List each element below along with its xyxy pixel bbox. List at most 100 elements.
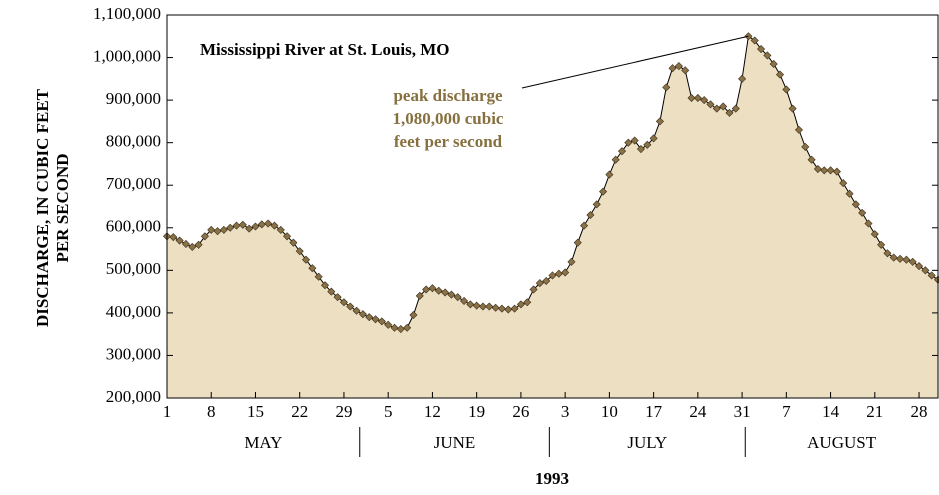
marker bbox=[320, 281, 330, 290]
marker bbox=[630, 136, 639, 145]
month-label: MAY bbox=[244, 433, 282, 452]
marker bbox=[896, 254, 905, 263]
marker bbox=[757, 45, 766, 54]
marker bbox=[738, 74, 747, 83]
marker bbox=[580, 221, 589, 230]
marker bbox=[700, 96, 709, 105]
marker bbox=[207, 225, 216, 234]
marker bbox=[725, 108, 734, 117]
y-tick-label: 400,000 bbox=[106, 302, 161, 321]
marker bbox=[485, 302, 494, 311]
marker bbox=[264, 219, 273, 228]
marker bbox=[864, 219, 873, 228]
y-tick-label: 700,000 bbox=[106, 174, 161, 193]
marker bbox=[257, 220, 266, 229]
marker bbox=[668, 64, 677, 73]
marker bbox=[858, 208, 867, 217]
x-tick-label: 21 bbox=[866, 402, 883, 421]
marker bbox=[921, 266, 930, 275]
x-tick-label: 31 bbox=[734, 402, 751, 421]
marker bbox=[377, 317, 386, 326]
x-tick-label: 10 bbox=[601, 402, 618, 421]
marker bbox=[302, 255, 311, 264]
marker bbox=[706, 100, 715, 109]
marker bbox=[529, 285, 538, 294]
annotation: 1,080,000 cubic bbox=[393, 109, 504, 128]
x-tick-label: 8 bbox=[207, 402, 216, 421]
marker bbox=[434, 286, 443, 295]
marker bbox=[365, 313, 374, 322]
marker bbox=[599, 187, 608, 196]
y-tick-label: 900,000 bbox=[106, 89, 161, 108]
marker bbox=[820, 166, 829, 175]
x-axis-label: 1993 bbox=[535, 469, 569, 488]
marker bbox=[510, 304, 519, 313]
marker bbox=[567, 257, 576, 266]
marker bbox=[851, 200, 860, 209]
month-label: AUGUST bbox=[807, 433, 877, 452]
marker bbox=[617, 147, 627, 156]
marker bbox=[870, 230, 879, 239]
marker bbox=[232, 221, 241, 230]
marker bbox=[662, 83, 671, 92]
marker bbox=[504, 305, 513, 314]
x-tick-label: 12 bbox=[424, 402, 441, 421]
marker bbox=[466, 300, 475, 309]
chart-title: Mississippi River at St. Louis, MO bbox=[200, 40, 450, 59]
y-tick-label: 500,000 bbox=[106, 259, 161, 278]
marker bbox=[927, 271, 936, 280]
marker bbox=[693, 93, 702, 103]
marker bbox=[346, 302, 355, 311]
x-tick-label: 14 bbox=[822, 402, 840, 421]
marker bbox=[188, 242, 197, 251]
marker bbox=[314, 272, 323, 281]
marker bbox=[731, 104, 740, 113]
y-axis-label: PER SECOND bbox=[53, 153, 72, 262]
y-tick-label: 1,100,000 bbox=[93, 4, 161, 23]
marker bbox=[769, 59, 778, 68]
marker bbox=[219, 225, 228, 234]
marker bbox=[763, 51, 772, 60]
marker bbox=[245, 224, 254, 233]
marker bbox=[251, 222, 260, 231]
x-tick-label: 15 bbox=[247, 402, 264, 421]
marker bbox=[573, 238, 582, 247]
marker bbox=[782, 85, 791, 94]
marker bbox=[535, 279, 544, 288]
marker bbox=[915, 262, 924, 271]
x-tick-label: 7 bbox=[782, 402, 791, 421]
marker bbox=[460, 296, 469, 305]
x-tick-label: 24 bbox=[689, 402, 707, 421]
marker bbox=[441, 288, 450, 297]
marker bbox=[813, 165, 822, 174]
marker bbox=[169, 233, 178, 242]
month-label: JUNE bbox=[434, 433, 476, 452]
x-tick-label: 26 bbox=[512, 402, 529, 421]
marker bbox=[801, 142, 810, 151]
marker bbox=[390, 323, 399, 332]
marker bbox=[270, 221, 279, 230]
marker bbox=[428, 284, 437, 293]
y-tick-label: 1,000,000 bbox=[93, 46, 161, 65]
marker bbox=[289, 238, 298, 247]
marker bbox=[712, 104, 721, 113]
marker bbox=[339, 298, 348, 307]
marker bbox=[775, 70, 785, 79]
x-tick-label: 3 bbox=[561, 402, 570, 421]
marker bbox=[447, 290, 456, 299]
marker bbox=[744, 32, 753, 41]
marker bbox=[877, 240, 886, 249]
marker bbox=[839, 179, 848, 188]
marker bbox=[750, 36, 759, 45]
marker bbox=[194, 240, 203, 249]
x-tick-label: 29 bbox=[335, 402, 352, 421]
marker bbox=[845, 189, 854, 198]
marker bbox=[295, 247, 304, 256]
y-tick-label: 200,000 bbox=[106, 387, 161, 406]
marker bbox=[542, 276, 551, 285]
marker bbox=[643, 140, 652, 149]
marker bbox=[687, 93, 696, 103]
marker bbox=[908, 257, 917, 266]
marker bbox=[409, 310, 418, 320]
x-tick-label: 19 bbox=[468, 402, 485, 421]
